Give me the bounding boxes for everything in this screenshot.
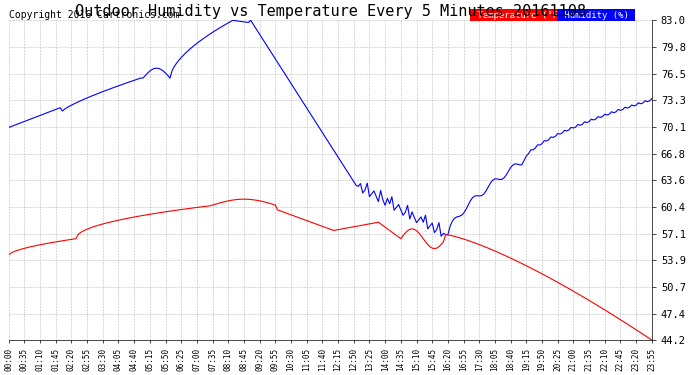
Text: Copyright 2016 Cartronics.com: Copyright 2016 Cartronics.com <box>9 10 179 20</box>
Text: Humidity (%): Humidity (%) <box>558 11 634 20</box>
Title: Outdoor Humidity vs Temperature Every 5 Minutes 20161108: Outdoor Humidity vs Temperature Every 5 … <box>75 4 586 19</box>
Text: Temperature (°F): Temperature (°F) <box>472 11 569 20</box>
